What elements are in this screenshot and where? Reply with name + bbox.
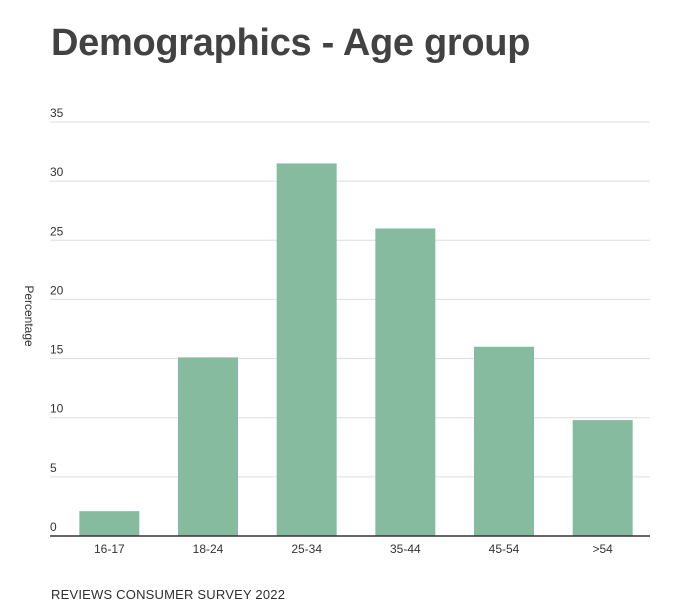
bar-45-54	[474, 346, 534, 536]
bars	[79, 163, 633, 536]
bar-16-17	[79, 511, 140, 536]
source-footer: REVIEWS CONSUMER SURVEY 2022	[51, 587, 286, 602]
y-tick-label: 5	[50, 461, 57, 475]
y-tick-label: 20	[50, 283, 64, 297]
gridlines	[50, 121, 650, 478]
y-axis-label: Percentage	[22, 285, 36, 347]
x-tick-label: 45-54	[489, 542, 520, 556]
x-tick-label: 25-34	[291, 542, 322, 556]
x-axis-ticks: 16-17 18-24 25-34 35-44 45-54 >54	[94, 542, 613, 556]
y-tick-label: 0	[50, 520, 57, 534]
bar-25-34	[276, 163, 337, 536]
x-tick-label: >54	[592, 542, 613, 556]
bar-over-54	[572, 420, 633, 536]
chart-title: Demographics - Age group	[51, 22, 531, 64]
x-tick-label: 16-17	[94, 542, 125, 556]
x-tick-label: 18-24	[193, 542, 224, 556]
bar-18-24	[178, 357, 238, 536]
x-tick-label: 35-44	[390, 542, 421, 556]
y-tick-label: 10	[50, 402, 64, 416]
y-tick-label: 25	[50, 224, 64, 238]
y-tick-label: 30	[50, 165, 64, 179]
y-axis-ticks: 0 5 10 15 20 25 30 35	[50, 106, 64, 534]
y-tick-label: 35	[50, 106, 64, 120]
y-tick-label: 15	[50, 343, 64, 357]
bar-35-44	[375, 228, 436, 536]
